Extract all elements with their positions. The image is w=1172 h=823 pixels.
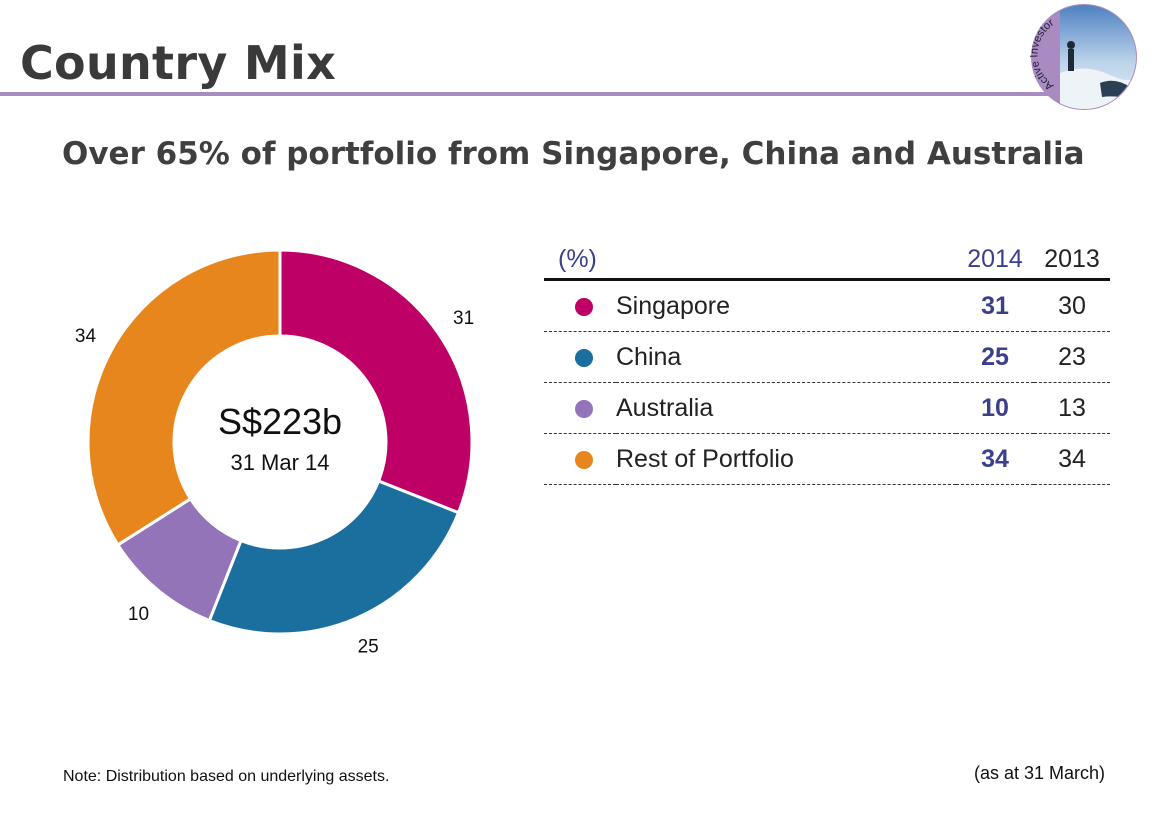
- table-row: Singapore 31 30: [544, 280, 1110, 332]
- page-title: Country Mix: [20, 36, 337, 90]
- table-row: China 25 23: [544, 332, 1110, 383]
- value-2013: 34: [1058, 444, 1086, 473]
- country-name: Singapore: [616, 291, 730, 320]
- value-2014: 25: [981, 342, 1009, 371]
- value-2014: 10: [981, 393, 1009, 422]
- value-2014: 34: [981, 444, 1009, 473]
- country-mix-donut-chart: 31 25 10 34 S$223b 31 Mar 14: [75, 248, 474, 658]
- title-divider: [0, 92, 1060, 96]
- legend-dot-swatch: [575, 297, 593, 316]
- legend-dot-swatch: [575, 450, 593, 469]
- donut-slice-singapore: [278, 248, 474, 515]
- slice-value-label: 31: [453, 308, 474, 329]
- country-name: Rest of Portfolio: [616, 444, 794, 473]
- legend-dot: [544, 434, 616, 485]
- legend-dot: [544, 280, 616, 332]
- table-header-row: (%) 2014 2013: [544, 240, 1110, 280]
- legend-dot: [544, 332, 616, 383]
- unit-header: (%): [558, 244, 597, 273]
- slice-value-label: 25: [358, 637, 379, 658]
- value-2013: 13: [1058, 393, 1086, 422]
- footnote: Note: Distribution based on underlying a…: [63, 768, 390, 785]
- value-2014: 31: [981, 291, 1009, 320]
- value-2013: 30: [1058, 291, 1086, 320]
- as-at-date: (as at 31 March): [974, 763, 1106, 783]
- year-2014-header: 2014: [967, 244, 1023, 273]
- subtitle: Over 65% of portfolio from Singapore, Ch…: [62, 136, 1085, 172]
- slice-value-label: 10: [128, 604, 149, 625]
- donut-slice-china: [207, 479, 461, 636]
- legend-dot-swatch: [575, 399, 593, 418]
- country-mix-table: (%) 2014 2013 Singapore 31 30 China 25 23 Aust…: [544, 240, 1110, 485]
- donut-center-value: S$223b: [218, 401, 342, 442]
- value-2013: 23: [1058, 342, 1086, 371]
- country-name: China: [616, 342, 682, 371]
- table-row: Rest of Portfolio 34 34: [544, 434, 1110, 485]
- active-investor-badge-logo: Active Investor: [1030, 4, 1137, 110]
- slice-value-label: 34: [75, 326, 97, 347]
- legend-dot-swatch: [575, 348, 593, 367]
- table-row: Australia 10 13: [544, 383, 1110, 434]
- donut-slice-rest-of-portfolio: [86, 248, 282, 547]
- donut-center-date: 31 Mar 14: [230, 450, 329, 475]
- legend-dot: [544, 383, 616, 434]
- year-2013-header: 2013: [1044, 244, 1100, 273]
- country-name: Australia: [616, 393, 714, 422]
